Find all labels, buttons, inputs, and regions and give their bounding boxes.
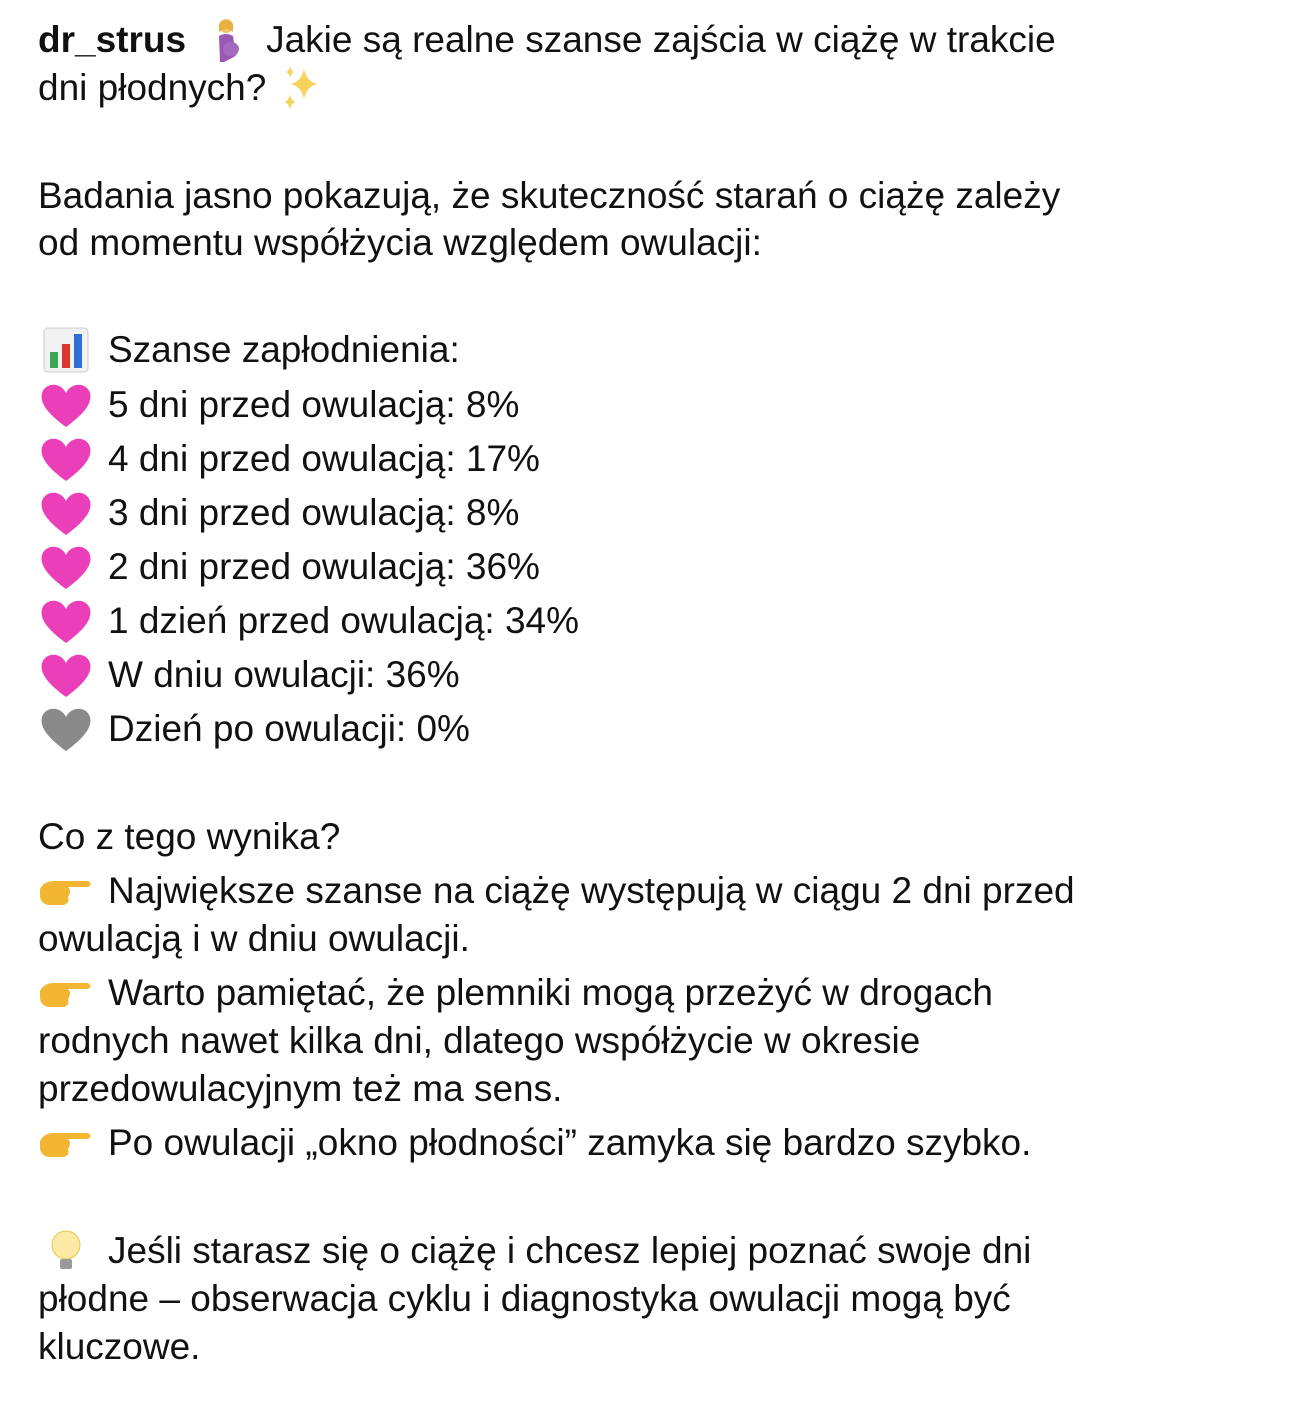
intro-line: Badania jasno pokazują, że skuteczność s… (38, 175, 1061, 216)
title-text: dni płodnych? (38, 67, 267, 108)
point-line: owulacją i w dniu owulacji. (38, 918, 470, 959)
stat-text: 1 dzień przed owulacją: 34% (108, 600, 580, 641)
pink-heart-icon (38, 651, 94, 699)
stats-heading-text: Szanse zapłodnienia: (108, 329, 460, 370)
intro-line: od momentu współżycia względem owulacji: (38, 222, 762, 263)
pink-heart-icon (38, 381, 94, 429)
stat-text: 5 dni przed owulacją: 8% (108, 384, 520, 425)
sparkles-icon (278, 64, 326, 112)
stat-text: 4 dni przed owulacją: 17% (108, 438, 540, 479)
tip-line: kluczowe. (38, 1326, 201, 1367)
title-text: Jakie są realne szanse zajścia w ciążę w… (266, 19, 1056, 60)
stat-text: 2 dni przed owulacją: 36% (108, 546, 540, 587)
caption-title-line: dni płodnych? (38, 64, 338, 112)
stat-text: Dzień po owulacji: 0% (108, 708, 470, 749)
list-item: 1 dzień przed owulacją: 34% (38, 597, 579, 645)
pink-heart-icon (38, 435, 94, 483)
list-item: 4 dni przed owulacją: 17% (38, 435, 540, 483)
pointing-hand-icon (38, 969, 94, 1017)
tip-line: płodne – obserwacja cyklu i diagnostyka … (38, 1278, 1011, 1319)
pointing-hand-icon (38, 867, 94, 915)
point-text: Po owulacji „okno płodności” zamyka się … (108, 1122, 1032, 1163)
point-line: Warto pamiętać, że plemniki mogą przeżyć… (38, 969, 993, 1017)
point-line: Po owulacji „okno płodności” zamyka się … (38, 1119, 1031, 1167)
bar-chart-icon (38, 326, 94, 374)
stat-text: W dniu owulacji: 36% (108, 654, 460, 695)
pink-heart-icon (38, 543, 94, 591)
lightbulb-icon (38, 1227, 94, 1275)
tip-text: Jeśli starasz się o ciążę i chcesz lepie… (108, 1230, 1032, 1271)
list-item: 5 dni przed owulacją: 8% (38, 381, 519, 429)
pink-heart-icon (38, 489, 94, 537)
stats-heading: Szanse zapłodnienia: (38, 326, 460, 374)
list-item: 3 dni przed owulacją: 8% (38, 489, 519, 537)
point-line: rodnych nawet kilka dni, dlatego współży… (38, 1020, 921, 1061)
list-item: W dniu owulacji: 36% (38, 651, 460, 699)
point-text: Największe szanse na ciążę występują w c… (108, 870, 1075, 911)
tip-line: Jeśli starasz się o ciążę i chcesz lepie… (38, 1227, 1031, 1275)
stat-text: 3 dni przed owulacją: 8% (108, 492, 520, 533)
grey-heart-icon (38, 705, 94, 753)
point-text: Warto pamiętać, że plemniki mogą przeżyć… (108, 972, 993, 1013)
conclusion-heading: Co z tego wynika? (38, 816, 341, 857)
pregnant-woman-icon (202, 16, 250, 64)
caption-title-line: dr_strus Jakie są realne szanse zajścia … (38, 16, 1056, 64)
list-item: Dzień po owulacji: 0% (38, 705, 470, 753)
point-line: przedowulacyjnym też ma sens. (38, 1068, 563, 1109)
pink-heart-icon (38, 597, 94, 645)
point-line: Największe szanse na ciążę występują w c… (38, 867, 1075, 915)
list-item: 2 dni przed owulacją: 36% (38, 543, 540, 591)
pointing-hand-icon (38, 1119, 94, 1167)
username-link[interactable]: dr_strus (38, 19, 187, 60)
